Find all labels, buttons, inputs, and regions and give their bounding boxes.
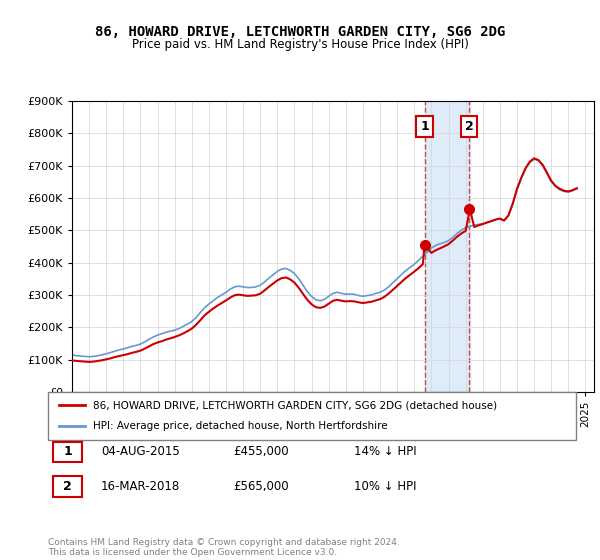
Text: 10% ↓ HPI: 10% ↓ HPI [354,480,417,493]
Text: 2: 2 [464,120,473,133]
Text: 16-MAR-2018: 16-MAR-2018 [101,480,180,493]
FancyBboxPatch shape [48,392,576,440]
FancyBboxPatch shape [53,477,82,497]
Bar [425,101,470,392]
Text: 04-AUG-2015: 04-AUG-2015 [101,445,179,458]
Text: HPI: Average price, detached house, North Hertfordshire: HPI: Average price, detached house, Nort… [93,421,388,431]
Text: £565,000: £565,000 [233,480,289,493]
Text: 86, HOWARD DRIVE, LETCHWORTH GARDEN CITY, SG6 2DG: 86, HOWARD DRIVE, LETCHWORTH GARDEN CITY… [95,25,505,39]
FancyBboxPatch shape [53,441,82,461]
Text: Price paid vs. HM Land Registry's House Price Index (HPI): Price paid vs. HM Land Registry's House … [131,38,469,51]
Text: 1: 1 [420,120,429,133]
Text: 86, HOWARD DRIVE, LETCHWORTH GARDEN CITY, SG6 2DG (detached house): 86, HOWARD DRIVE, LETCHWORTH GARDEN CITY… [93,400,497,410]
Text: Contains HM Land Registry data © Crown copyright and database right 2024.
This d: Contains HM Land Registry data © Crown c… [48,538,400,557]
Text: 1: 1 [63,445,72,458]
Text: £455,000: £455,000 [233,445,289,458]
Text: 14% ↓ HPI: 14% ↓ HPI [354,445,417,458]
Text: 2: 2 [63,480,72,493]
